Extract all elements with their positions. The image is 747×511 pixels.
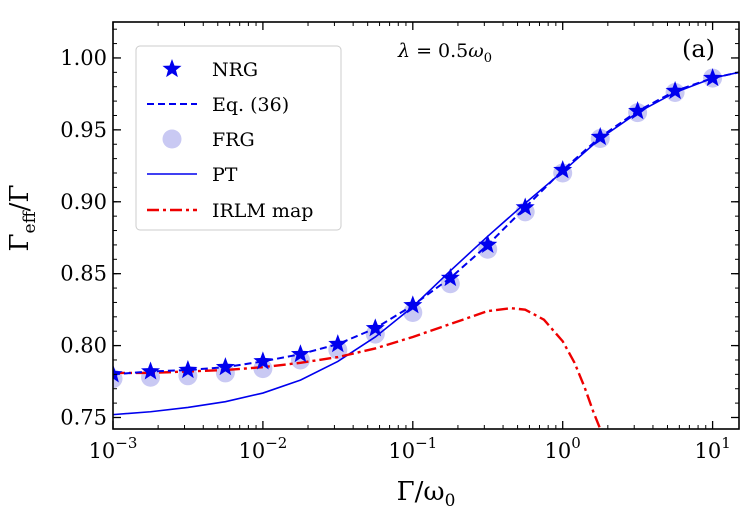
legend-frg-marker: [162, 129, 182, 149]
eq36-line: [113, 71, 739, 376]
legend-nrg-label: NRG: [212, 59, 258, 81]
nrg-point: [553, 160, 573, 179]
frg-point: [403, 303, 423, 323]
nrg-point: [665, 81, 685, 100]
y-tick-label: 0.85: [60, 262, 107, 286]
x-tick-label: 10−3: [89, 434, 138, 463]
y-tick-label: 0.80: [60, 334, 107, 358]
nrg-point: [141, 361, 161, 380]
nrg-point: [703, 68, 723, 87]
y-tick-label: 0.95: [60, 118, 107, 142]
nrg-point: [253, 351, 273, 370]
y-tick-label: 0.90: [60, 190, 107, 214]
nrg-point: [113, 364, 123, 383]
nrg-point: [515, 197, 535, 216]
legend-pt-label: PT: [212, 164, 238, 186]
nrg-point: [178, 360, 198, 379]
y-tick-label: 1.00: [60, 46, 107, 70]
legend-eq36-label: Eq. (36): [212, 94, 289, 116]
nrg-point: [328, 334, 348, 353]
legend-nrg-marker: [162, 59, 182, 78]
frg-point: [440, 274, 460, 294]
legend: NRG Eq. (36) FRG PT IRLM map: [135, 45, 342, 231]
nrg-point: [440, 267, 460, 287]
lambda-annotation: λ = 0.5ω0: [397, 40, 492, 66]
y-axis-label: Γeff/Γ: [5, 185, 40, 252]
plot-frame: [112, 21, 740, 430]
frg-point: [290, 350, 310, 370]
frg-point: [365, 324, 385, 344]
x-tick-label: 101: [694, 434, 730, 463]
nrg-point: [478, 234, 498, 254]
x-axis-label: Γ/ω0: [397, 477, 456, 511]
nrg-point: [590, 127, 610, 146]
nrg-point: [215, 357, 235, 376]
nrg-point: [365, 318, 385, 337]
x-tick-label: 10−1: [388, 434, 437, 463]
nrg-point: [290, 344, 310, 363]
frg-point: [253, 359, 273, 379]
legend-irlm-label: IRLM map: [212, 200, 313, 222]
x-tick-label: 10−2: [238, 434, 287, 463]
frg-point: [215, 363, 235, 383]
nrg-point: [628, 101, 648, 120]
irlm-line: [113, 306, 602, 429]
legend-frg-label: FRG: [212, 129, 255, 151]
nrg-point: [403, 295, 423, 314]
y-tick-label: 0.75: [60, 405, 107, 429]
x-tick-label: 100: [545, 434, 581, 463]
legend-box: [135, 45, 342, 231]
panel-label: (a): [682, 35, 715, 63]
